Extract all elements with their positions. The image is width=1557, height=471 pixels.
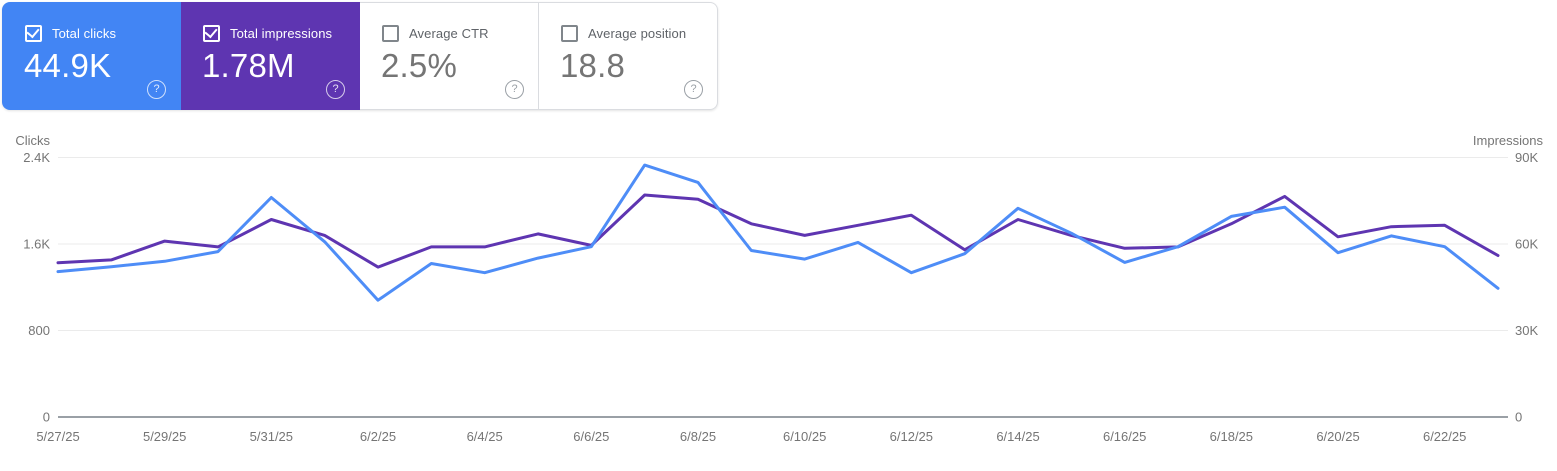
impressions-line[interactable] — [56, 193, 1500, 269]
x-axis-tick-label: 5/31/25 — [250, 429, 293, 444]
right-axis-tick-label: 30K — [1515, 323, 1538, 338]
left-axis-tick-label: 0 — [43, 410, 50, 425]
x-axis-tick-label: 6/6/25 — [573, 429, 609, 444]
metric-value: 44.9K — [24, 47, 112, 84]
checkbox-icon[interactable] — [25, 25, 42, 42]
x-axis-tick-label: 6/22/25 — [1423, 429, 1466, 444]
metric-label: Total clicks — [52, 26, 117, 41]
metric-label: Average position — [588, 26, 687, 41]
metric-label: Average CTR — [409, 26, 489, 41]
metric-cards: Total clicks 44.9K ? Total impressions 1… — [2, 2, 718, 110]
metric-card-total-impressions[interactable]: Total impressions 1.78M ? — [181, 2, 360, 110]
checkbox-icon[interactable] — [561, 25, 578, 42]
x-axis-tick-label: 6/16/25 — [1103, 429, 1146, 444]
line-chart-canvas[interactable]: 0 0 800 30K 1.6K 60K 2.4K 90K Clicks Impressions 5… — [0, 125, 1557, 471]
metric-card-average-position[interactable]: Average position 18.8 ? — [539, 2, 718, 110]
metric-card-total-clicks[interactable]: Total clicks 44.9K ? — [2, 2, 181, 110]
x-axis-tick-label: 6/14/25 — [996, 429, 1039, 444]
right-axis-title: Impressions — [1473, 133, 1544, 148]
clicks-line[interactable] — [56, 163, 1500, 302]
right-axis-tick-label: 0 — [1515, 410, 1522, 425]
metric-card-average-ctr[interactable]: Average CTR 2.5% ? — [360, 2, 539, 110]
performance-chart[interactable]: 0 0 800 30K 1.6K 60K 2.4K 90K Clicks Impressions 5… — [0, 125, 1557, 471]
left-axis-tick-label: 800 — [28, 323, 50, 338]
x-axis-tick-label: 6/20/25 — [1316, 429, 1359, 444]
left-axis-title: Clicks — [15, 133, 50, 148]
left-axis-tick-label: 2.4K — [23, 150, 50, 165]
metric-value: 1.78M — [202, 47, 295, 84]
help-icon[interactable]: ? — [505, 80, 524, 99]
checkbox-icon[interactable] — [382, 25, 399, 42]
right-axis-tick-label: 90K — [1515, 150, 1538, 165]
help-icon[interactable]: ? — [684, 80, 703, 99]
x-axis-tick-label: 5/29/25 — [143, 429, 186, 444]
help-icon[interactable]: ? — [326, 80, 345, 99]
x-axis-tick-label: 6/12/25 — [890, 429, 933, 444]
left-axis-tick-label: 1.6K — [23, 237, 50, 252]
help-icon[interactable]: ? — [147, 80, 166, 99]
x-axis-tick-label: 6/2/25 — [360, 429, 396, 444]
checkbox-icon[interactable] — [203, 25, 220, 42]
x-axis-tick-label: 6/18/25 — [1210, 429, 1253, 444]
x-axis-tick-label: 6/10/25 — [783, 429, 826, 444]
x-axis-tick-label: 5/27/25 — [36, 429, 79, 444]
metric-value: 2.5% — [381, 47, 458, 84]
right-axis-tick-label: 60K — [1515, 237, 1538, 252]
metric-value: 18.8 — [560, 47, 626, 84]
x-axis-tick-label: 6/8/25 — [680, 429, 716, 444]
x-axis-tick-label: 6/4/25 — [467, 429, 503, 444]
metric-label: Total impressions — [230, 26, 333, 41]
